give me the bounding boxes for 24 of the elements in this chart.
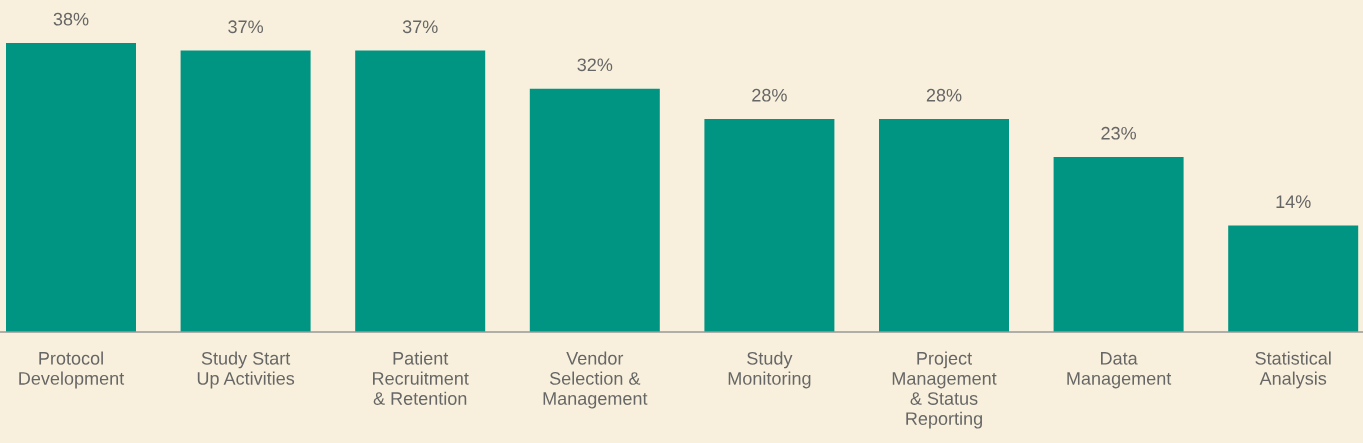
- bar: [1228, 225, 1359, 332]
- x-tick-label: Vendor Selection & Management: [543, 351, 648, 409]
- x-tick-label: Patient Recruitment & Retention: [373, 351, 469, 405]
- bar: [879, 119, 1009, 332]
- data-label: 28%: [752, 88, 787, 102]
- x-tick-label: Data Management: [1067, 352, 1172, 389]
- data-label: 37%: [402, 20, 438, 34]
- bar: [704, 119, 835, 332]
- bar: [355, 50, 486, 332]
- data-label: 14%: [1276, 195, 1311, 208]
- data-label: 23%: [1101, 126, 1137, 140]
- data-label: 38%: [53, 12, 89, 26]
- x-tick-label: Study Monitoring: [728, 351, 811, 389]
- data-label: 28%: [926, 88, 962, 102]
- bar: [1053, 157, 1184, 332]
- x-tick-label: Study Start Up Activities: [197, 351, 295, 389]
- x-tick-label: Statistical Analysis: [1255, 351, 1331, 389]
- bar: [529, 88, 660, 332]
- bar: [6, 43, 136, 332]
- data-label: 32%: [577, 58, 613, 72]
- x-tick-label: Project Management & Status Reporting: [892, 351, 997, 429]
- data-label: 37%: [228, 20, 264, 34]
- x-tick-label: Protocol Development: [19, 351, 125, 389]
- bar: [180, 50, 311, 332]
